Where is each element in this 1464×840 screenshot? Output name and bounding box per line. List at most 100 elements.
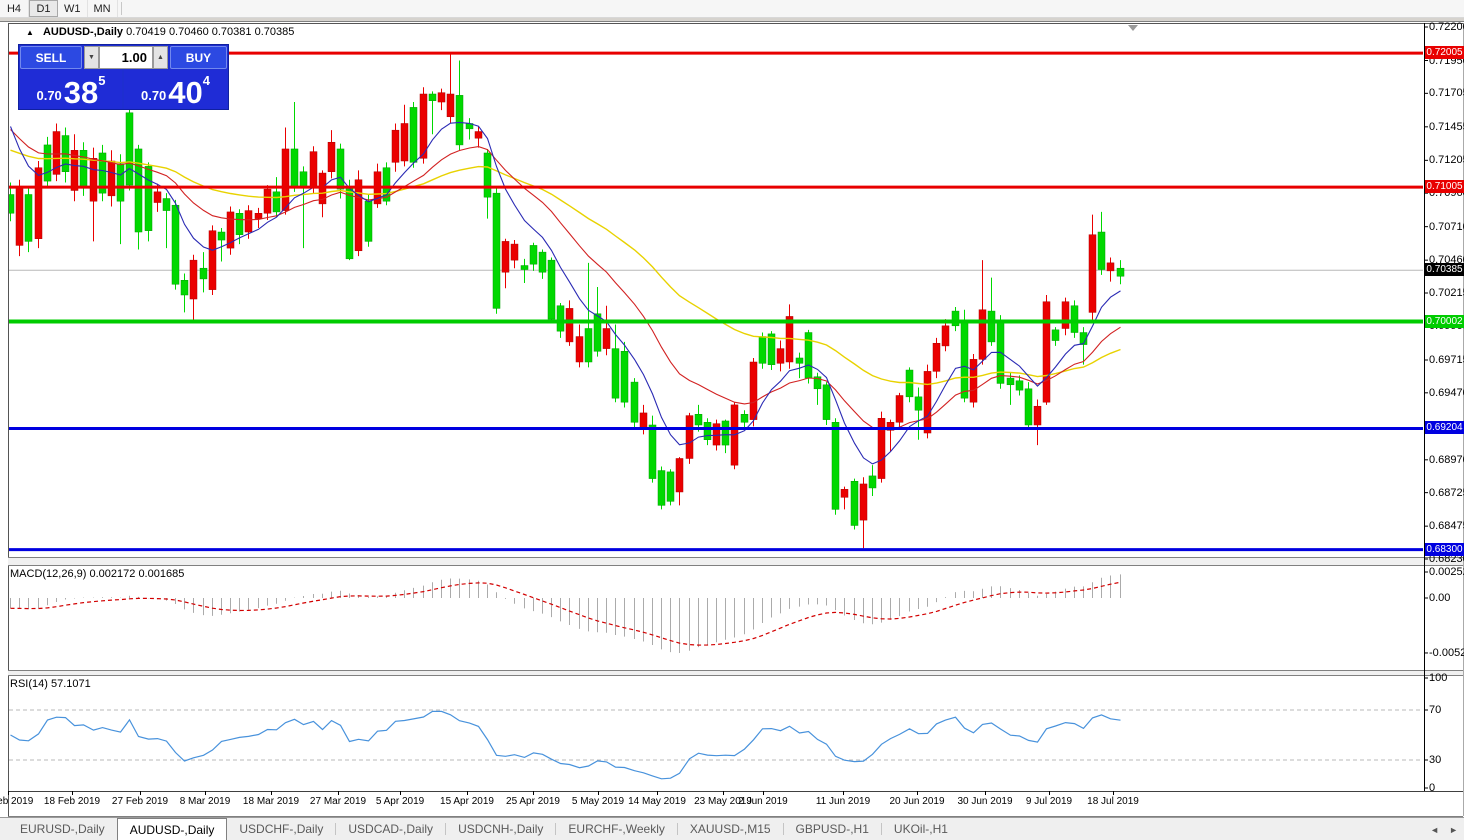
- timeframe-button-d1[interactable]: D1: [29, 0, 58, 17]
- one-click-trading-panel: SELL ▼ 1.00 ▲ BUY 0.70 38 5 0.70 40 4: [18, 44, 229, 110]
- level-price-label: 0.72005: [1425, 46, 1464, 60]
- chart-canvas[interactable]: [0, 22, 1464, 817]
- tab-audusd-daily[interactable]: AUDUSD-,Daily: [116, 818, 228, 840]
- volume-increment-icon[interactable]: ▲: [152, 46, 168, 69]
- macd-value: 0.002172: [89, 568, 136, 580]
- price-tick: 0.69715: [1429, 353, 1464, 366]
- tab-separator: [676, 823, 678, 835]
- date-tick-label: 25 Apr 2019: [506, 796, 560, 807]
- bid-price-pip: 5: [98, 73, 106, 88]
- date-tick-label: 27 Mar 2019: [309, 796, 367, 807]
- timeframe-button-w1[interactable]: W1: [58, 0, 88, 17]
- tab-separator: [335, 823, 337, 835]
- tab-separator: [880, 823, 882, 835]
- price-tick: 0.70215: [1429, 286, 1464, 299]
- rsi-indicator-header: RSI(14) 57.1071: [10, 678, 91, 690]
- volume-decrement-icon[interactable]: ▼: [83, 46, 99, 69]
- date-tick-label: 5 Apr 2019: [375, 796, 425, 807]
- bid-price-display[interactable]: 0.70 38 5: [20, 70, 122, 109]
- date-tick-label: 30 Jun 2019: [957, 796, 1013, 807]
- macd-scale-tick: 0.00: [1429, 592, 1451, 604]
- rsi-scale-tick: 100: [1429, 672, 1448, 684]
- ohlc-values: 0.70419 0.70460 0.70381 0.70385: [126, 26, 295, 38]
- date-tick-label: 11 Jun 2019: [815, 796, 871, 807]
- price-tick: 0.71455: [1429, 120, 1464, 133]
- level-price-label: 0.68300: [1425, 542, 1464, 556]
- timeframe-button-h4[interactable]: H4: [0, 0, 29, 17]
- level-price-label: 0.71005: [1425, 180, 1464, 194]
- chart-window[interactable]: ▲ AUDUSD-,Daily 0.70419 0.70460 0.70381 …: [0, 21, 1464, 817]
- macd-label: MACD(12,26,9): [10, 568, 87, 580]
- macd-indicator-header: MACD(12,26,9) 0.002172 0.001685: [10, 568, 184, 580]
- sell-button[interactable]: SELL: [20, 46, 82, 69]
- chart-title: ▲ AUDUSD-,Daily 0.70419 0.70460 0.70381 …: [26, 26, 294, 38]
- chart-tabs-bar: EURUSD-,Daily AUDUSD-,Daily USDCHF-,Daily U…: [0, 817, 1464, 840]
- tab-xauusd-m15[interactable]: XAUUSD-,M15: [689, 822, 771, 836]
- price-tick: 0.68475: [1429, 520, 1464, 533]
- date-tick-label: 18 Feb 2019: [43, 796, 101, 807]
- rsi-scale-tick: 0: [1429, 782, 1436, 794]
- date-tick-label: 27 Feb 2019: [111, 796, 169, 807]
- toolbar-divider: [120, 2, 122, 15]
- timeframe-toolbar: H4 D1 W1 MN: [0, 0, 1464, 18]
- date-tick-label: 18 Mar 2019: [242, 796, 300, 807]
- date-tick-label: 2 Jun 2019: [738, 796, 788, 807]
- tab-scroll-right-icon[interactable]: ►: [1449, 824, 1458, 835]
- price-tick: 0.70460: [1429, 254, 1464, 267]
- bid-price-digits: 38: [63, 74, 99, 110]
- date-tick-label: 23 May 2019: [694, 796, 752, 807]
- tab-gbpusd-h1[interactable]: GBPUSD-,H1: [795, 822, 869, 836]
- tab-usdchf-daily[interactable]: USDCHF-,Daily: [239, 822, 324, 836]
- rsi-scale-tick: 30: [1429, 754, 1442, 766]
- chart-tabs: EURUSD-,Daily AUDUSD-,Daily USDCHF-,Daily U…: [8, 818, 960, 840]
- volume-stepper: ▼ 1.00 ▲: [83, 46, 168, 69]
- date-tick-label: 14 May 2019: [628, 796, 686, 807]
- tab-eurusd-daily[interactable]: EURUSD-,Daily: [20, 822, 105, 836]
- rsi-scale-tick: 70: [1429, 704, 1442, 716]
- date-tick-label: 9 Jul 2019: [1025, 796, 1073, 807]
- tab-scroll-arrows: ◄ ►: [1430, 818, 1458, 840]
- symbol-period-label: AUDUSD-,Daily: [42, 26, 124, 38]
- tab-usdcad-daily[interactable]: USDCAD-,Daily: [348, 822, 434, 836]
- ask-price-display[interactable]: 0.70 40 4: [124, 70, 227, 109]
- tab-ukoil-h1[interactable]: UKOil-,H1: [893, 822, 948, 836]
- level-price-label: 0.69204: [1425, 421, 1464, 435]
- bid-price-prefix: 0.70: [36, 88, 62, 103]
- tab-eurchf-weekly[interactable]: EURCHF-,Weekly: [568, 822, 665, 836]
- ask-price-digits: 40: [168, 74, 203, 110]
- tab-separator: [555, 823, 557, 835]
- timeframe-button-mn[interactable]: MN: [88, 0, 118, 17]
- rsi-label: RSI(14): [10, 678, 48, 690]
- date-tick-label: 20 Jun 2019: [889, 796, 945, 807]
- date-tick-label: 5 May 2019: [571, 796, 625, 807]
- macd-scale-tick: -0.005234: [1429, 646, 1464, 659]
- tab-separator: [782, 823, 784, 835]
- rsi-value: 57.1071: [50, 678, 91, 690]
- date-tick-label: 15 Apr 2019: [440, 796, 494, 807]
- buy-button[interactable]: BUY: [169, 46, 227, 69]
- tab-usdcnh-daily[interactable]: USDCNH-,Daily: [458, 822, 544, 836]
- current-price-label: 0.70385: [1425, 263, 1464, 277]
- collapse-arrow-icon[interactable]: ▲: [26, 28, 34, 37]
- price-tick: 0.71205: [1429, 154, 1464, 167]
- chart-shift-marker: [1128, 25, 1138, 31]
- date-tick-label: 8 Feb 2019: [0, 796, 34, 807]
- date-tick-label: 18 Jul 2019: [1087, 796, 1139, 807]
- toolbar-separator: [0, 18, 1464, 22]
- volume-field[interactable]: 1.00: [98, 46, 153, 69]
- macd-scale-tick: 0.002524: [1429, 566, 1464, 578]
- tab-scroll-left-icon[interactable]: ◄: [1430, 824, 1440, 835]
- tab-separator: [445, 823, 447, 835]
- price-tick: 0.68725: [1429, 486, 1464, 499]
- date-tick-label: 8 Mar 2019: [179, 796, 231, 807]
- macd-signal-value: 0.001685: [138, 568, 185, 580]
- ask-price-prefix: 0.70: [140, 88, 167, 103]
- ask-price-pip: 4: [202, 73, 211, 88]
- price-tick: 0.71705: [1429, 87, 1464, 100]
